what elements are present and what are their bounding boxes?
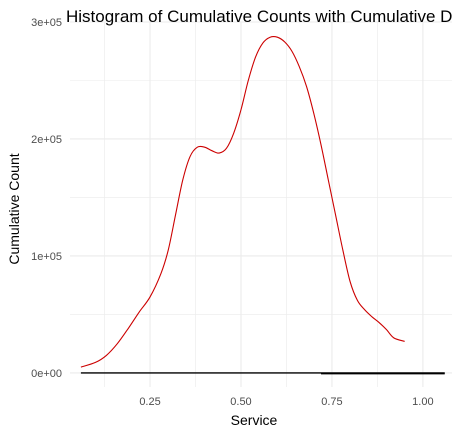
x-tick-label: 0.50 xyxy=(230,396,251,408)
x-tick-label: 1.00 xyxy=(412,396,433,408)
chart-title: Histogram of Cumulative Counts with Cumu… xyxy=(66,7,452,26)
y-tick-label: 2e+05 xyxy=(31,134,62,146)
x-tick-label: 0.75 xyxy=(321,396,342,408)
tick-labels: 0.25 0.50 0.75 1.00 0e+00 1e+05 2e+05 3e+05 xyxy=(31,17,434,408)
series-layer xyxy=(80,36,445,375)
x-axis-label: Service xyxy=(231,412,278,428)
y-tick-label: 3e+05 xyxy=(31,17,62,29)
x-tick-label: 0.25 xyxy=(139,396,160,408)
y-tick-label: 1e+05 xyxy=(31,251,62,263)
grid-lines xyxy=(70,21,452,387)
density-line xyxy=(80,36,405,368)
y-axis-label: Cumulative Count xyxy=(6,153,22,264)
y-tick-label: 0e+00 xyxy=(31,368,62,380)
